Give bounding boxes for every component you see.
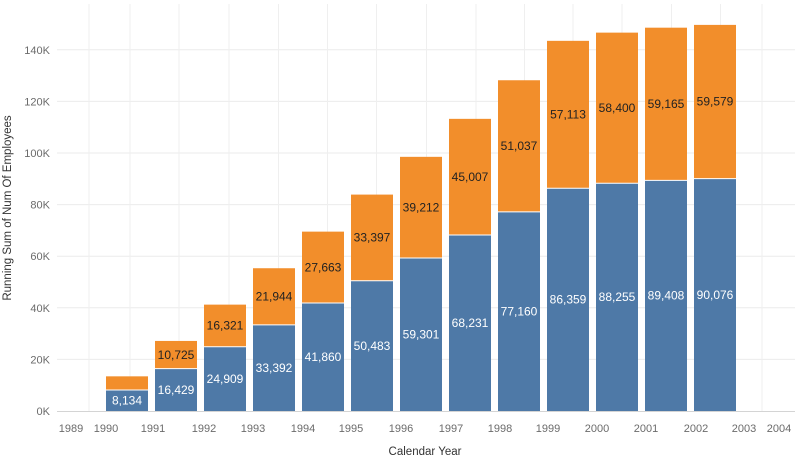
y-tick-label: 40K	[30, 303, 50, 315]
y-tick-label: 20K	[30, 354, 50, 366]
bar-segment-orange[interactable]	[498, 80, 540, 212]
y-tick-label: 120K	[24, 96, 50, 108]
bar-segment-orange[interactable]	[645, 27, 687, 181]
x-tick-label: 1991	[141, 423, 165, 435]
y-tick-label: 140K	[24, 45, 50, 57]
y-axis-title: Running Sum of Num Of Employees	[2, 115, 14, 301]
bar-value-label: 68,231	[452, 316, 489, 330]
y-tick-label: 60K	[30, 251, 50, 263]
bar-value-label: 41,860	[305, 350, 342, 364]
bar-value-label: 16,321	[207, 319, 244, 333]
x-tick-label: 1997	[439, 423, 463, 435]
bar-value-label: 21,944	[256, 290, 293, 304]
bar-segment-orange[interactable]	[400, 156, 442, 259]
bar-value-label: 33,397	[354, 231, 391, 245]
bar-segment-blue[interactable]	[302, 303, 344, 411]
bar-segment-orange[interactable]	[547, 40, 589, 189]
bar-segment-blue[interactable]	[253, 324, 295, 411]
x-tick-label: 2002	[684, 423, 708, 435]
bar-value-label: 33,392	[256, 361, 293, 375]
bar-value-label: 50,483	[354, 339, 391, 353]
x-tick-label: 2004	[767, 423, 791, 435]
bar-segment-orange[interactable]	[253, 268, 295, 325]
bar-value-label: 27,663	[305, 260, 342, 274]
x-tick-label: 1998	[488, 423, 512, 435]
bar-segment-blue[interactable]	[596, 183, 638, 411]
bars	[106, 24, 736, 411]
bar-value-label: 8,134	[112, 394, 142, 408]
bar-segment-blue[interactable]	[645, 180, 687, 411]
bar-value-label: 88,255	[599, 290, 636, 304]
bar-labels: 8,134 16,429 10,725 24,909 16,321 33,392 21,94…	[112, 95, 734, 408]
bar-segment-blue[interactable]	[155, 368, 197, 411]
x-tick-label: 1996	[389, 423, 413, 435]
x-tick-label: 2001	[634, 423, 658, 435]
bar-value-label: 59,301	[403, 328, 440, 342]
bar-value-label: 77,160	[501, 304, 538, 318]
y-tick-label: 80K	[30, 200, 50, 212]
x-tick-label: 2000	[585, 423, 609, 435]
bar-value-label: 59,579	[697, 95, 734, 109]
bar-segment-blue[interactable]	[351, 280, 393, 411]
bar-value-label: 59,165	[648, 97, 685, 111]
bar-segment-blue[interactable]	[547, 188, 589, 411]
x-tick-label: 1993	[241, 423, 265, 435]
bar-segment-orange[interactable]	[596, 32, 638, 184]
bar-segment-blue[interactable]	[400, 258, 442, 411]
x-axis-title: Calendar Year	[389, 446, 462, 458]
x-tick-label: 2003	[732, 423, 756, 435]
bar-segment-orange[interactable]	[302, 231, 344, 304]
bar-segment-blue[interactable]	[498, 211, 540, 411]
y-tick-label: 100K	[24, 148, 50, 160]
bar-value-label: 57,113	[550, 108, 586, 122]
bar-segment-orange[interactable]	[155, 340, 197, 369]
bar-segment-blue[interactable]	[106, 390, 148, 411]
bar-value-label: 10,725	[158, 348, 195, 362]
x-tick-label: 1999	[536, 423, 560, 435]
bar-segment-blue[interactable]	[694, 178, 736, 411]
bar-segment-blue[interactable]	[449, 234, 491, 411]
bar-value-label: 45,007	[452, 170, 489, 184]
x-tick-label: 1994	[291, 423, 315, 435]
bar-segment-orange[interactable]	[449, 118, 491, 235]
bar-value-label: 51,037	[501, 139, 538, 153]
x-tick-label: 1990	[94, 423, 118, 435]
x-tick-label: 1989	[59, 423, 83, 435]
bar-segment-orange[interactable]	[351, 194, 393, 281]
bar-segment-orange[interactable]	[204, 304, 246, 347]
bar-value-label: 89,408	[648, 289, 685, 303]
bar-value-label: 24,909	[207, 372, 244, 386]
x-axis-ticks: 1989 1990 1991 1992 1993 1994 1995 1996 1997 1998…	[59, 423, 791, 435]
bar-value-label: 86,359	[550, 293, 587, 307]
bar-value-label: 16,429	[158, 383, 195, 397]
y-axis-ticks: 0K 20K 40K 60K 80K 100K 120K 140K	[24, 45, 50, 418]
y-tick-label: 0K	[37, 406, 51, 418]
x-tick-label: 1992	[192, 423, 216, 435]
bar-value-label: 58,400	[599, 101, 636, 115]
x-tick-label: 1995	[339, 423, 363, 435]
bar-segment-blue[interactable]	[204, 346, 246, 411]
bar-segment-orange[interactable]	[106, 376, 148, 391]
bar-value-label: 90,076	[697, 288, 734, 302]
bar-segment-orange[interactable]	[694, 24, 736, 179]
bar-value-label: 39,212	[403, 200, 440, 214]
